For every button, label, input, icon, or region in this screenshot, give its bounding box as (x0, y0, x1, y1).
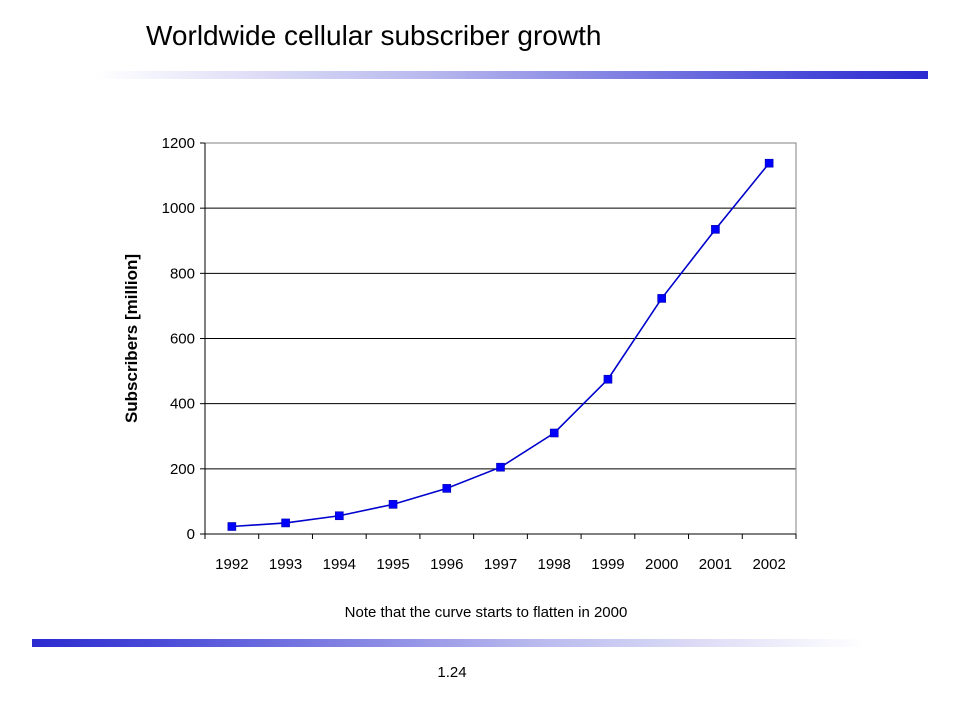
data-point-2001 (711, 225, 720, 234)
x-tick-label-2002: 2002 (752, 556, 785, 573)
y-tick-label-800: 800 (170, 265, 195, 282)
x-tick-label-1992: 1992 (215, 556, 248, 573)
data-point-2000 (657, 294, 666, 303)
x-tick-label-1996: 1996 (430, 556, 463, 573)
data-point-1997 (496, 462, 505, 472)
data-point-1999 (603, 374, 613, 384)
page-number: 1.24 (437, 664, 467, 681)
series-line (231, 162, 770, 528)
x-tick-label-2000: 2000 (645, 556, 678, 573)
x-tick-label-1995: 1995 (376, 556, 409, 573)
x-tick-label-1994: 1994 (323, 556, 356, 573)
title-underline-rule (96, 71, 928, 79)
y-tick-label-200: 200 (170, 461, 195, 478)
x-tick-label-2001: 2001 (699, 556, 732, 573)
x-tick-label-1997: 1997 (484, 556, 517, 573)
subscriber-line-chart: 0 200 400 600 800 1000 1200 1992 1993 1994 1995 199… (122, 135, 797, 573)
data-point-1996 (442, 484, 452, 493)
x-tick-label-1999: 1999 (591, 556, 624, 573)
y-tick-label-0: 0 (187, 526, 195, 543)
y-tick-label-400: 400 (170, 396, 195, 413)
footer-rule (32, 639, 864, 647)
data-point-1992 (227, 522, 237, 531)
x-tick-label-1993: 1993 (269, 556, 302, 573)
y-axis-title: Subscribers [million] (122, 254, 141, 423)
chart-note: Note that the curve starts to flatten in… (344, 604, 628, 621)
x-tick-label-1998: 1998 (538, 556, 571, 573)
data-point-1995 (388, 500, 398, 509)
y-tick-label-1200: 1200 (162, 135, 195, 152)
data-point-1994 (335, 511, 344, 521)
y-tick-label-600: 600 (170, 331, 195, 348)
data-point-2002 (764, 158, 774, 168)
y-tick-label-1000: 1000 (162, 200, 195, 217)
data-point-1993 (281, 518, 290, 528)
data-point-1998 (549, 428, 559, 438)
slide-title: Worldwide cellular subscriber growth (146, 20, 602, 51)
